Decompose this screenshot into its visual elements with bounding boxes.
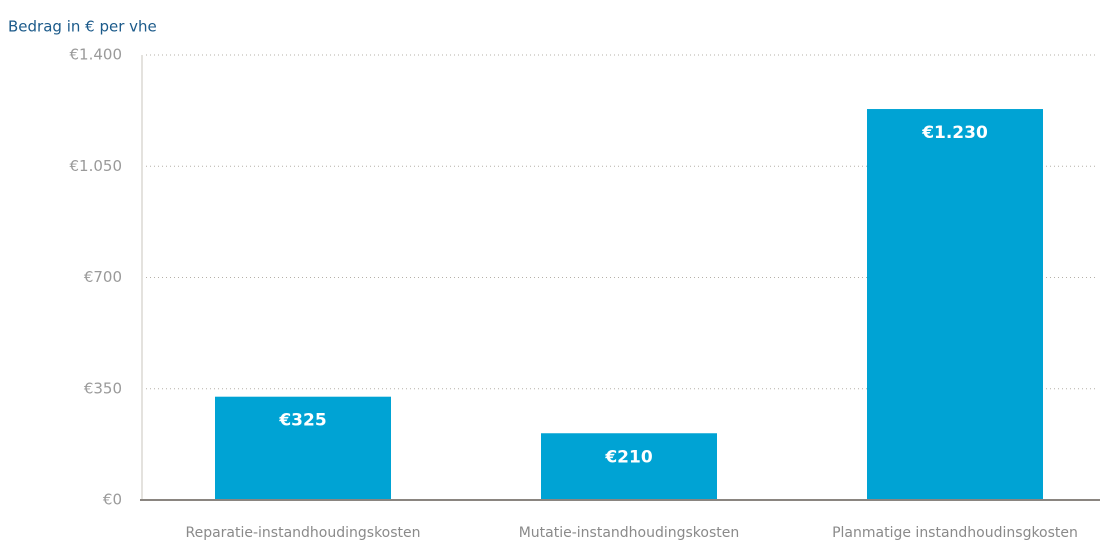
bar — [541, 433, 717, 500]
bar — [215, 396, 391, 500]
bar — [867, 109, 1043, 501]
x-tick-label: Planmatige instandhoudinsgkosten — [832, 525, 1078, 541]
x-tick-label: Mutatie-instandhoudingskosten — [519, 525, 740, 541]
y-axis-label: Bedrag in € per vhe — [8, 18, 157, 36]
data-label: €325 — [278, 411, 326, 431]
y-tick-label: €1.050 — [70, 157, 123, 175]
x-tick-label: Reparatie-instandhoudingskosten — [185, 525, 420, 541]
y-tick-label: €0 — [103, 491, 122, 509]
y-tick-label: €350 — [84, 379, 122, 397]
y-tick-label: €1.400 — [70, 46, 123, 64]
data-label: €210 — [604, 447, 652, 467]
data-label: €1.230 — [921, 123, 988, 143]
y-tick-label: €700 — [84, 268, 122, 286]
